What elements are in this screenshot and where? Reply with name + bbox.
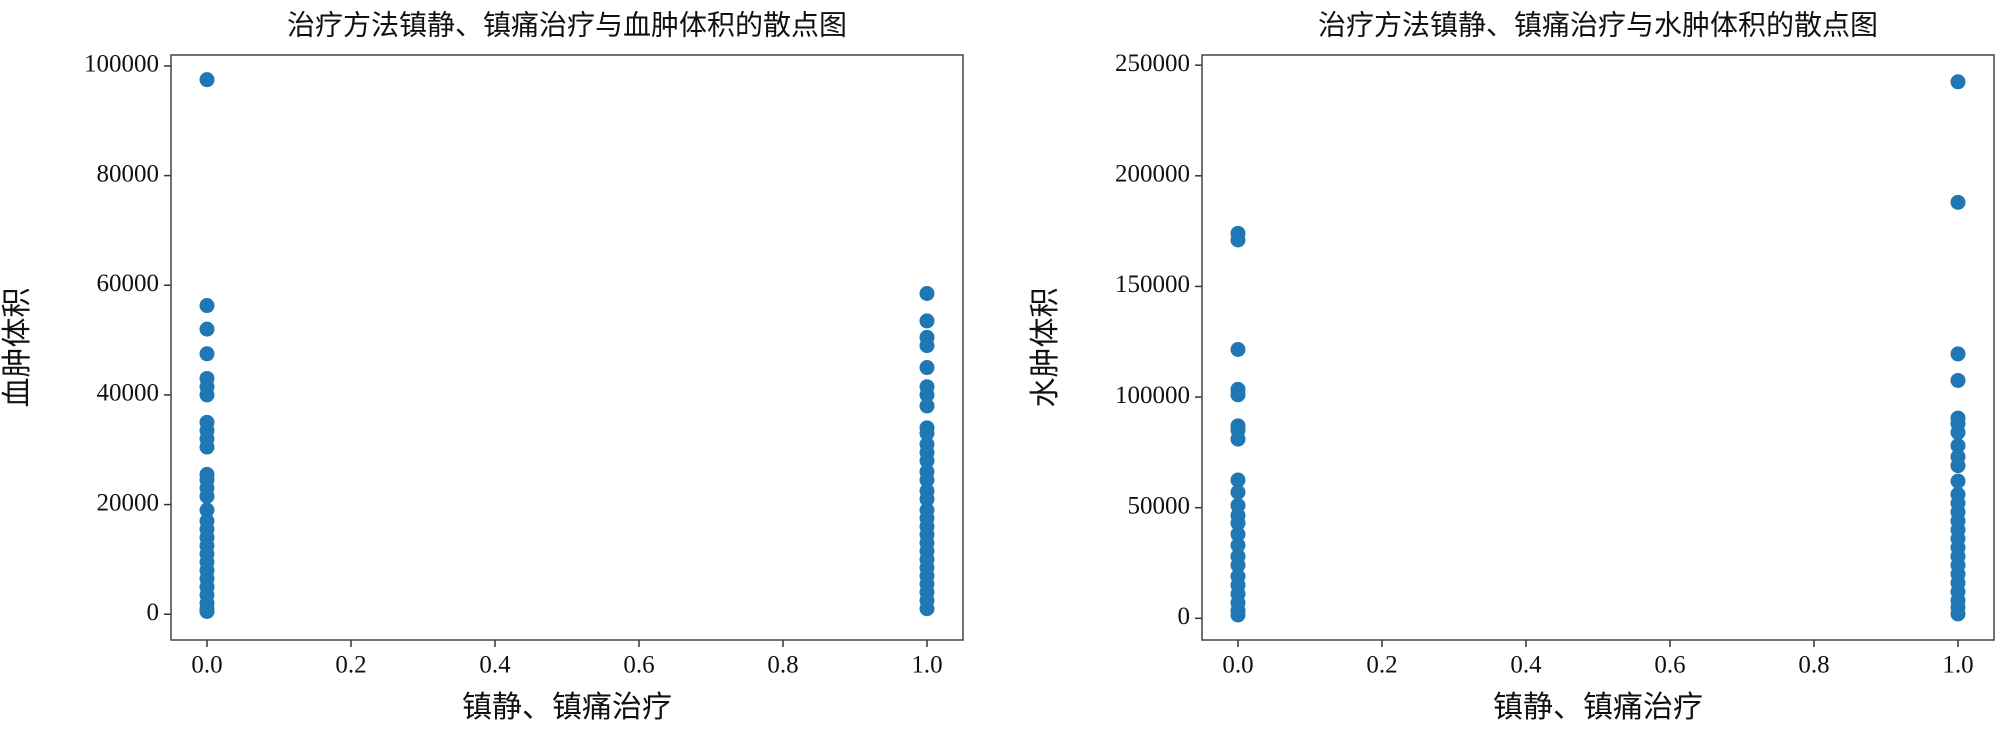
point	[1950, 606, 1966, 622]
y-tick-label: 0	[1178, 603, 1191, 630]
plot-frame	[170, 54, 964, 641]
point	[1230, 431, 1246, 447]
point	[919, 472, 935, 488]
x-tick-label: 0.0	[1222, 652, 1253, 679]
x-tick-label: 0.4	[1510, 652, 1542, 679]
x-tick-label: 0.8	[767, 652, 798, 679]
point	[199, 72, 215, 88]
point	[1950, 74, 1966, 90]
point	[919, 387, 935, 403]
y-axis-label: 水肿体积	[1029, 288, 1062, 408]
point	[199, 488, 215, 504]
point	[919, 360, 935, 376]
point	[1230, 232, 1246, 248]
y-tick-label: 200000	[1115, 161, 1190, 188]
point	[919, 285, 935, 301]
point	[1230, 515, 1246, 531]
x-tick-label: 1.0	[1942, 652, 1973, 679]
point	[199, 603, 215, 619]
point	[919, 491, 935, 507]
point	[1230, 557, 1246, 573]
point	[919, 453, 935, 469]
plot-frame	[1201, 54, 1995, 641]
point	[199, 346, 215, 362]
point	[1950, 424, 1966, 440]
x-tick-label: 0.4	[479, 652, 511, 679]
point	[1230, 472, 1246, 488]
point	[199, 387, 215, 403]
point	[1950, 458, 1966, 474]
x-tick-label: 0.0	[191, 652, 222, 679]
y-axis-label: 血肿体积	[1, 288, 34, 408]
chart-title: 治疗方法镇静、镇痛治疗与血肿体积的散点图	[287, 9, 847, 41]
point	[1230, 537, 1246, 553]
y-tick-label: 150000	[1115, 271, 1190, 298]
x-tick-label: 1.0	[911, 652, 942, 679]
point	[1950, 346, 1966, 362]
y-tick-label: 0	[147, 599, 160, 626]
x-tick-label: 0.8	[1798, 652, 1829, 679]
point	[919, 338, 935, 354]
y-tick-label: 50000	[1128, 492, 1191, 519]
x-tick-label: 0.6	[1654, 652, 1685, 679]
point	[199, 321, 215, 337]
point	[1950, 438, 1966, 454]
point	[919, 398, 935, 414]
x-tick-label: 0.2	[335, 652, 366, 679]
point	[1950, 372, 1966, 388]
y-tick-label: 20000	[97, 489, 160, 516]
x-axis-label: 镇静、镇痛治疗	[462, 691, 672, 724]
point	[199, 439, 215, 455]
point	[919, 601, 935, 617]
point	[199, 502, 215, 518]
point	[1950, 473, 1966, 489]
y-tick-label: 40000	[97, 380, 160, 407]
point	[1230, 484, 1246, 500]
y-tick-label: 60000	[97, 270, 160, 297]
point	[1230, 526, 1246, 542]
chart-title: 治疗方法镇静、镇痛治疗与水肿体积的散点图	[1318, 9, 1878, 41]
y-tick-label: 100000	[1115, 382, 1190, 409]
x-tick-label: 0.6	[623, 652, 654, 679]
y-tick-label: 250000	[1115, 50, 1190, 77]
point	[1230, 341, 1246, 357]
point	[199, 298, 215, 314]
y-tick-label: 100000	[84, 51, 159, 78]
x-axis-label: 镇静、镇痛治疗	[1493, 691, 1703, 724]
point	[1230, 607, 1246, 623]
y-tick-label: 80000	[97, 160, 160, 187]
x-tick-label: 0.2	[1366, 652, 1397, 679]
point	[1950, 194, 1966, 210]
point	[1230, 387, 1246, 403]
point	[919, 313, 935, 329]
point	[919, 425, 935, 441]
